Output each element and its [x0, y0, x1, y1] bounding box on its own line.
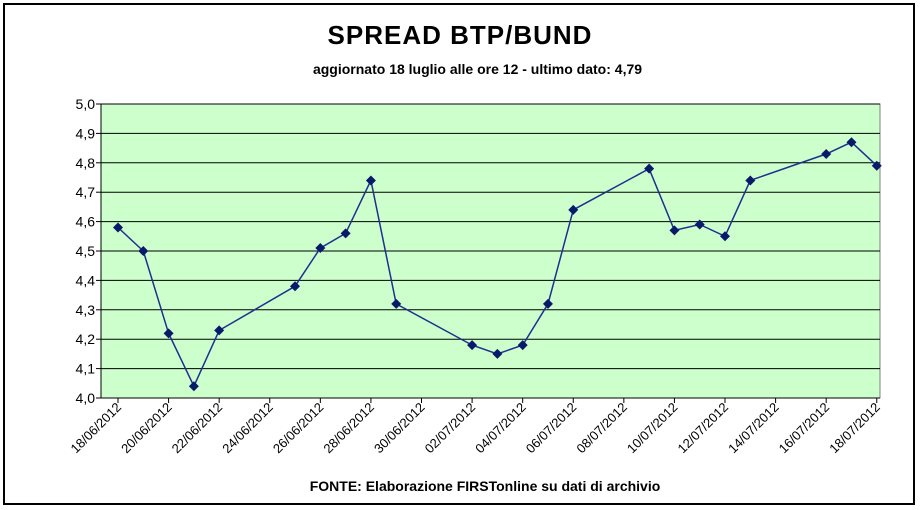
x-tick-label: 28/06/2012: [320, 400, 377, 457]
x-tick-label: 04/07/2012: [472, 400, 529, 457]
data-point: [694, 219, 705, 230]
data-point: [669, 225, 680, 236]
x-tick-label: 12/07/2012: [675, 400, 732, 457]
data-point: [340, 228, 351, 239]
data-point: [365, 175, 376, 186]
data-point: [846, 137, 857, 148]
data-point: [214, 325, 225, 336]
data-point: [492, 348, 503, 359]
x-tick-label: 08/07/2012: [573, 400, 630, 457]
y-tick-label: 4,7: [76, 184, 96, 200]
data-point: [138, 246, 149, 256]
y-tick-label: 4,6: [76, 214, 96, 230]
x-tick-label: 24/06/2012: [219, 400, 276, 457]
data-point: [467, 340, 478, 351]
data-point: [163, 328, 174, 339]
x-tick-label: 26/06/2012: [270, 400, 327, 457]
x-tick-label: 18/06/2012: [67, 400, 124, 457]
x-tick-label: 18/07/2012: [826, 400, 883, 457]
data-point: [315, 243, 326, 254]
x-tick-label: 30/06/2012: [371, 400, 428, 457]
y-tick-label: 4,9: [76, 125, 96, 141]
x-tick-label: 16/07/2012: [776, 400, 833, 457]
data-point: [821, 148, 832, 159]
x-tick-label: 22/06/2012: [169, 400, 226, 457]
data-point: [568, 204, 579, 215]
chart-source: FONTE: Elaborazione FIRSTonline su dati …: [309, 478, 661, 494]
data-point: [188, 381, 199, 392]
data-point: [542, 298, 553, 309]
y-tick-label: 4,5: [76, 243, 96, 259]
data-point: [644, 163, 655, 174]
y-tick-label: 4,1: [76, 361, 96, 377]
y-tick-label: 5,0: [76, 96, 96, 112]
x-tick-label: 02/07/2012: [422, 400, 479, 457]
y-tick-label: 4,0: [76, 390, 96, 406]
data-point: [745, 175, 756, 186]
data-point: [391, 298, 402, 309]
data-point: [517, 340, 528, 351]
y-tick-label: 4,8: [76, 155, 96, 171]
data-point: [871, 160, 882, 171]
data-point: [720, 231, 731, 242]
chart-subtitle: aggiornato 18 luglio alle ore 12 - ultim…: [312, 61, 643, 77]
y-tick-label: 4,4: [76, 272, 96, 288]
x-tick-label: 14/07/2012: [725, 400, 782, 457]
chart-title: SPREAD BTP/BUND: [327, 20, 593, 50]
x-tick-label: 10/07/2012: [624, 400, 681, 457]
data-point: [290, 281, 301, 292]
data-point: [113, 222, 123, 233]
y-tick-label: 4,3: [76, 302, 96, 318]
x-tick-label: 06/07/2012: [523, 400, 580, 457]
y-tick-label: 4,2: [76, 331, 96, 347]
x-tick-label: 20/06/2012: [118, 400, 175, 457]
